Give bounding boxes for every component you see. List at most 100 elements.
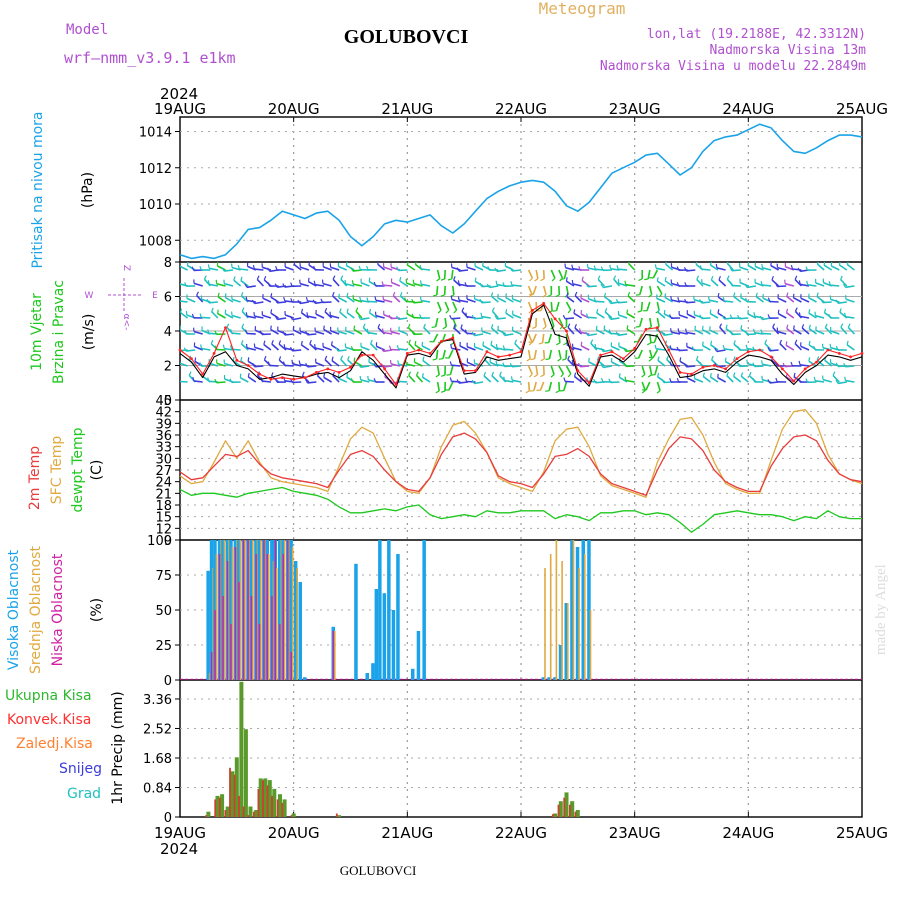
- cloud-mid-bar: [549, 554, 552, 680]
- wind-barb-head: [263, 355, 267, 361]
- y-tick-label: 12: [155, 522, 172, 537]
- wind-barb-head: [419, 280, 422, 285]
- wind-barb-head: [641, 390, 646, 394]
- wind-barb: [414, 344, 423, 351]
- wind-barb: [618, 282, 628, 287]
- wind-barb: [398, 380, 408, 383]
- cloud-high-bar: [374, 589, 379, 680]
- wind-barb-head: [240, 276, 243, 281]
- wind-barb-head: [509, 362, 513, 367]
- wind-barb: [595, 300, 605, 303]
- wind-barb-head: [725, 324, 728, 329]
- y-tick-label: 36: [155, 429, 172, 444]
- wind-barb: [211, 311, 219, 319]
- wind-barb: [505, 312, 514, 319]
- wind-barb: [626, 312, 636, 319]
- wind-barb: [777, 312, 787, 319]
- wind-ylabel-2: Brzina i Pravac: [51, 280, 67, 384]
- wind-barb-head: [604, 307, 608, 313]
- wind-barb-head: [594, 343, 597, 348]
- wind-barb-head: [324, 307, 328, 313]
- wind-barb: [801, 327, 810, 335]
- model-label: Model: [66, 22, 108, 38]
- wind-barb: [481, 330, 491, 335]
- wind-barb-head: [740, 293, 742, 298]
- time-label-top: 20AUG: [268, 100, 320, 118]
- cloud-high-bar: [553, 677, 557, 680]
- wind-barb: [284, 364, 294, 367]
- model-elevation-label: Nadmorska Visina u modelu 22.2849m: [600, 59, 866, 74]
- wind-barb-head: [445, 309, 450, 314]
- y-tick-label: 0: [164, 674, 172, 689]
- wind-barb-head: [377, 323, 381, 329]
- wind-barb: [398, 317, 408, 321]
- precip-total-bar: [278, 794, 282, 817]
- wind-barb: [618, 333, 628, 337]
- wind-barb-head: [256, 275, 260, 280]
- wind-barb-head: [835, 379, 839, 384]
- wind-barb-head: [339, 308, 342, 313]
- wind-barb: [769, 349, 779, 352]
- wind-barb: [413, 301, 423, 304]
- wind-barb-head: [271, 372, 274, 377]
- wind-barb-head: [654, 344, 657, 349]
- wind-barb: [240, 280, 249, 287]
- y-tick-label: 18: [155, 499, 172, 514]
- wind-barb-head: [670, 296, 672, 301]
- year-top: 2024: [160, 85, 198, 103]
- wind-barb: [588, 361, 598, 367]
- wind-barb: [483, 375, 492, 383]
- wind-barb: [330, 266, 340, 271]
- wind-barb: [474, 333, 484, 337]
- wind-barb-head: [290, 378, 293, 383]
- wind-barb: [444, 317, 448, 327]
- wind-barb: [725, 360, 734, 367]
- wind-barb-head: [226, 323, 230, 328]
- wind-barb: [186, 349, 196, 352]
- wind-barb: [448, 381, 454, 391]
- wind-barb-head: [486, 283, 490, 288]
- wind-barb: [368, 361, 378, 367]
- wind-barb-head: [312, 299, 316, 304]
- wind-barb-head: [593, 297, 596, 302]
- wind-barb-head: [239, 373, 242, 378]
- wind-barb-head: [300, 308, 304, 313]
- wind-barb-head: [464, 329, 468, 334]
- wind-barb-head: [550, 374, 555, 378]
- wind-barb-head: [282, 331, 286, 336]
- wind-barb-head: [282, 361, 286, 366]
- wind-barb: [339, 311, 348, 319]
- wind-barb: [686, 313, 696, 319]
- wind-barb-head: [806, 280, 809, 285]
- wind-gust-point: [519, 350, 523, 354]
- wind-barb: [224, 362, 234, 367]
- wind-barb: [284, 333, 294, 336]
- wind-barb-head: [199, 265, 202, 271]
- wind-barb: [596, 329, 605, 335]
- wind-barb-head: [560, 278, 565, 280]
- wind-gust-point: [280, 376, 284, 379]
- cloud-high-bar: [298, 582, 302, 680]
- wind-barb: [231, 314, 241, 319]
- wind-barb: [649, 317, 653, 328]
- y-tick-label: 30: [155, 452, 172, 467]
- wind-barb-head: [345, 262, 348, 266]
- wind-barb: [627, 262, 636, 271]
- wind-gust-point: [656, 326, 659, 329]
- wind-barb: [459, 345, 469, 351]
- cloud-ylabel-low: Niska Oblacnost: [50, 553, 66, 666]
- wind-barb-head: [415, 371, 419, 376]
- wind-barb-head: [538, 342, 543, 345]
- precip-conv-bar: [335, 813, 338, 817]
- wind-barb: [180, 380, 188, 383]
- wind-barb-head: [313, 280, 316, 285]
- wind-barb-head: [474, 277, 477, 282]
- time-label-bottom: 21AUG: [381, 824, 433, 842]
- time-label-bottom: 23AUG: [609, 824, 661, 842]
- wind-barb: [649, 285, 653, 295]
- wind-barb-head: [461, 307, 465, 312]
- pressure-line: [179, 123, 863, 260]
- cloud-mid-bar: [208, 673, 211, 680]
- wind-barb: [422, 359, 431, 367]
- wind-barb-head: [335, 347, 339, 352]
